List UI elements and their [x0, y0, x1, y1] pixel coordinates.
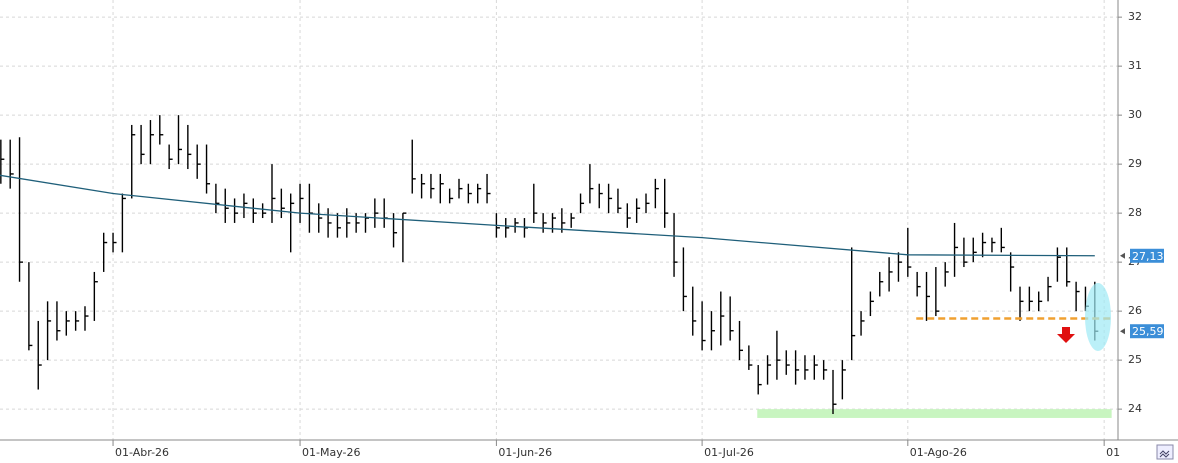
y-tick-label: 28: [1128, 206, 1142, 219]
price-label-box: [1130, 324, 1164, 339]
down-arrow: [1057, 327, 1075, 343]
y-tick-label: 24: [1128, 402, 1142, 415]
price-pointer: [1120, 328, 1125, 335]
settings-icon: [1159, 450, 1170, 458]
y-tick-label: 26: [1128, 304, 1142, 317]
x-tick-label: 01-Jul-26: [704, 446, 754, 459]
y-tick-label: 29: [1128, 157, 1142, 170]
y-tick-label: 32: [1128, 10, 1142, 23]
settings-button[interactable]: [1156, 444, 1174, 460]
moving-average: [0, 174, 1095, 257]
y-tick-label: 30: [1128, 108, 1142, 121]
support-zone: [757, 409, 1112, 418]
x-tick-label: 01-Abr-26: [115, 446, 169, 459]
y-tick-label: 25: [1128, 353, 1142, 366]
price-label: 25,59: [1132, 325, 1164, 338]
plot-area: [0, 115, 1112, 418]
y-tick-label: 31: [1128, 59, 1142, 72]
x-tick-label: 01-Jun-26: [498, 446, 552, 459]
price-label-box: [1130, 248, 1164, 263]
grid: [0, 0, 1118, 440]
highlight-ellipse: [1085, 283, 1111, 351]
x-tick-label: 01-Ago-26: [910, 446, 967, 459]
x-tick-label: 01: [1106, 446, 1120, 459]
axes: 24252627282930313201-Abr-2601-May-2601-J…: [112, 10, 1164, 459]
x-tick-label: 01-May-26: [302, 446, 360, 459]
price-label: 27,13: [1132, 250, 1164, 263]
price-pointer: [1120, 252, 1125, 259]
